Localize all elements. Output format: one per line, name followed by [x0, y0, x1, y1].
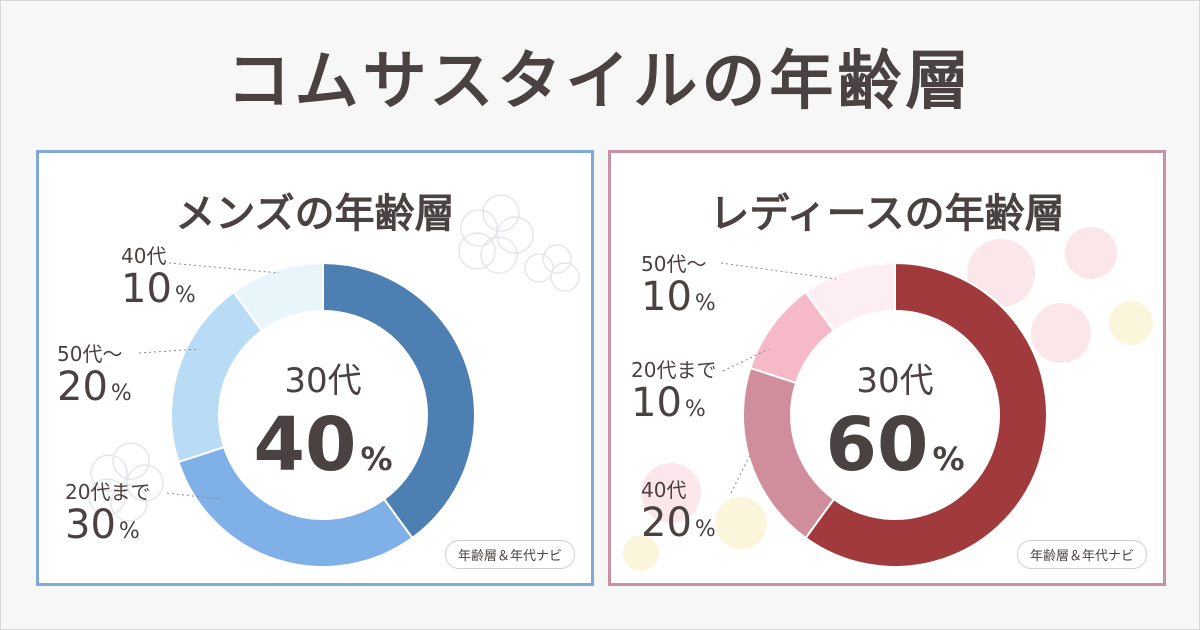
label-value: 20 [641, 500, 692, 546]
label-value: 30 [65, 502, 116, 548]
mens-donut-chart [138, 261, 476, 568]
label-unit: % [118, 519, 140, 544]
label-category: 40代 [641, 478, 687, 502]
label-category: 50代〜 [57, 342, 123, 366]
site-badge: 年齢層＆年代ナビ [444, 540, 575, 569]
ladies-center-label: 30代 60% [785, 353, 1005, 482]
mens-label-20s: 20代まで 30% [65, 481, 150, 547]
label-unit: % [694, 517, 716, 542]
ladies-label-50s: 50代〜 10% [641, 253, 716, 319]
flower-decoration-icon [967, 227, 1153, 363]
mens-center-value: 40% [213, 408, 433, 482]
label-leader-line-0 [168, 262, 280, 274]
ladies-center-unit: % [932, 440, 965, 478]
mens-center-label: 30代 40% [213, 353, 433, 482]
donut-slice-3 [804, 261, 896, 333]
ladies-center-number: 60 [825, 402, 929, 488]
ladies-donut-chart [720, 261, 1048, 568]
label-category: 20代まで [65, 480, 151, 504]
mens-center-number: 40 [253, 402, 357, 488]
label-leader-line-1 [138, 348, 200, 354]
donut-slice-0 [804, 261, 1048, 568]
label-leader-line-2 [730, 452, 752, 494]
donut-slice-0 [322, 261, 476, 540]
mens-center-unit: % [360, 440, 393, 478]
label-value: 10 [121, 266, 172, 312]
ladies-center-category: 30代 [856, 361, 934, 401]
label-category: 40代 [121, 244, 167, 268]
label-value: 20 [57, 364, 108, 410]
label-unit: % [174, 283, 196, 308]
label-value: 10 [641, 274, 692, 320]
mens-label-50s: 50代〜 20% [57, 343, 132, 409]
ladies-panel: レディースの年齢層 30代 60% 50代〜 10% 20代まで 10% 40代… [608, 150, 1166, 586]
ladies-chart-title: レディースの年齢層 [709, 191, 1065, 237]
label-unit: % [110, 381, 132, 406]
page-title: コムサスタイルの年齢層 [226, 45, 974, 119]
label-leader-line-0 [720, 262, 837, 280]
label-leader-line-2 [166, 492, 220, 500]
label-leader-line-1 [722, 348, 770, 372]
site-badge: 年齢層＆年代ナビ [1016, 540, 1147, 569]
label-category: 20代まで [631, 358, 717, 382]
mens-panel: メンズの年齢層 30代 40% 40代 10% 50代〜 20% 20代まで 3… [36, 150, 594, 586]
label-category: 50代〜 [641, 252, 707, 276]
ladies-center-value: 60% [785, 408, 1005, 482]
flower-decoration-icon [458, 194, 580, 292]
mens-chart-title: メンズの年齢層 [175, 191, 455, 237]
label-unit: % [694, 291, 716, 316]
mens-center-category: 30代 [284, 361, 362, 401]
label-value: 10 [631, 380, 682, 426]
flower-decoration-icon [623, 463, 767, 571]
flower-decoration-icon [88, 442, 164, 522]
label-unit: % [684, 397, 706, 422]
donut-slice-3 [232, 261, 324, 333]
mens-label-40s: 40代 10% [121, 245, 196, 311]
ladies-label-40s: 40代 20% [641, 479, 716, 545]
ladies-label-20s: 20代まで 10% [631, 359, 716, 425]
